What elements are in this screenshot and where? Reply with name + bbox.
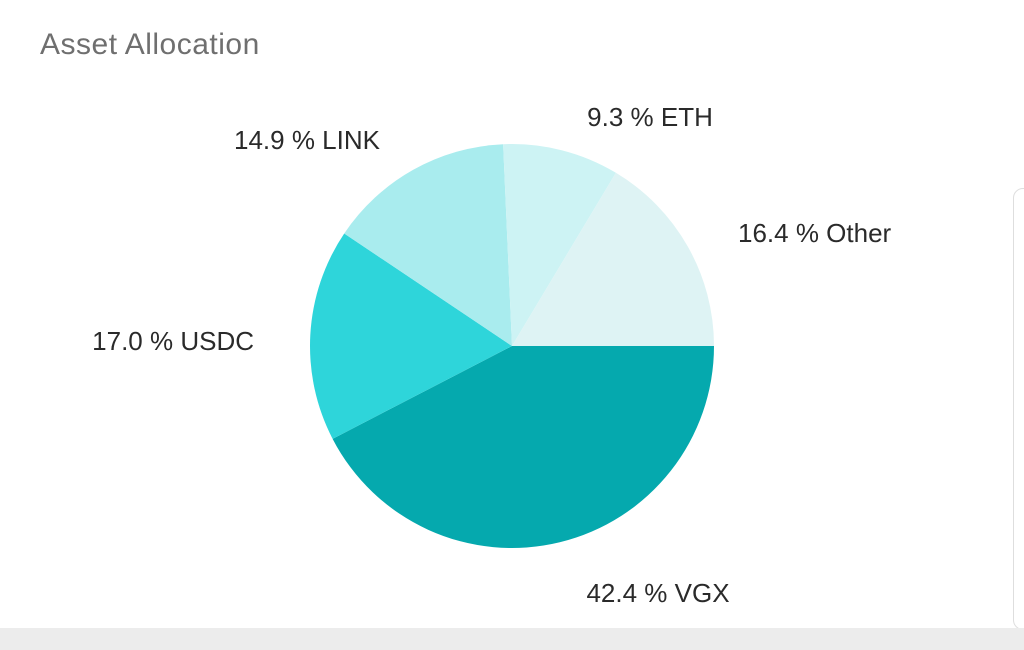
pie-slice-eth	[503, 144, 616, 346]
chart-title: Asset Allocation	[40, 28, 260, 61]
pie-slice-other	[512, 172, 714, 346]
pie-slice-vgx	[332, 346, 714, 548]
slice-label-usdc: 17.0 % USDC	[92, 326, 254, 356]
slice-label-vgx: 42.4 % VGX	[586, 578, 729, 608]
slice-label-eth: 9.3 % ETH	[587, 102, 713, 132]
bottom-divider	[0, 628, 1024, 650]
pie-slice-link	[344, 144, 512, 346]
slice-label-link: 14.9 % LINK	[234, 125, 381, 155]
side-panel-edge	[1013, 188, 1024, 630]
pie-slice-usdc	[310, 233, 512, 439]
slice-label-other: 16.4 % Other	[738, 218, 892, 248]
